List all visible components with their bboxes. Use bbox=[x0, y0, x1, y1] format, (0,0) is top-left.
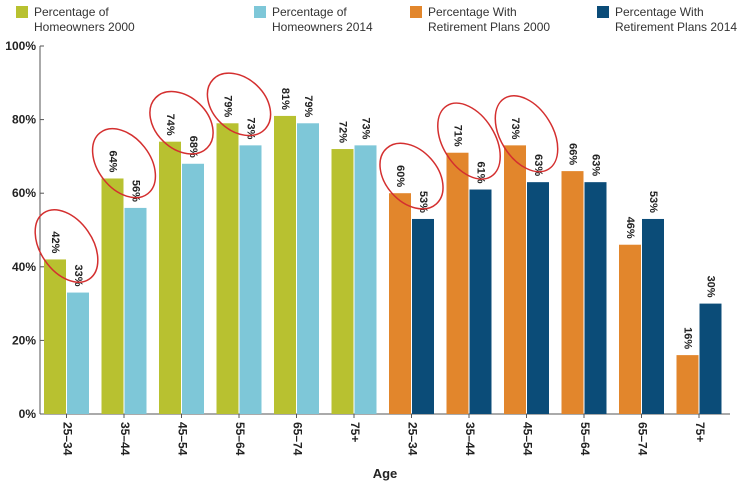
bar bbox=[584, 182, 607, 414]
bar bbox=[182, 163, 204, 414]
x-tick-label: 45–54 bbox=[520, 422, 534, 456]
bar bbox=[412, 218, 434, 414]
bar bbox=[101, 178, 124, 414]
x-tick-label: 75+ bbox=[348, 422, 362, 442]
bar bbox=[504, 145, 526, 415]
highlight-ellipse bbox=[149, 90, 214, 155]
highlight-ellipse bbox=[91, 128, 157, 199]
legend-label: Retirement Plans 2000 bbox=[428, 20, 550, 34]
y-tick-label: 100% bbox=[5, 39, 36, 53]
bar bbox=[389, 193, 411, 414]
value-label: 73% bbox=[509, 117, 521, 139]
value-label: 71% bbox=[452, 125, 464, 147]
value-label: 73% bbox=[245, 117, 257, 139]
legend-swatch bbox=[410, 6, 422, 18]
bar bbox=[642, 218, 664, 414]
value-label: 16% bbox=[682, 327, 694, 349]
bar bbox=[699, 303, 722, 414]
bar bbox=[67, 292, 89, 414]
legend-swatch bbox=[597, 6, 609, 18]
legend-label: Percentage With bbox=[615, 5, 704, 19]
legend-swatch bbox=[16, 6, 28, 18]
y-tick-label: 0% bbox=[19, 407, 37, 421]
legend-label: Percentage of bbox=[272, 5, 347, 19]
y-tick-label: 40% bbox=[12, 260, 36, 274]
bar bbox=[676, 355, 699, 414]
value-label: 53% bbox=[647, 191, 659, 213]
value-label: 61% bbox=[475, 161, 487, 183]
bar bbox=[619, 244, 641, 414]
x-tick-label: 55–64 bbox=[233, 422, 247, 456]
value-label: 56% bbox=[130, 180, 142, 202]
bar bbox=[239, 145, 262, 415]
legend-label: Retirement Plans 2014 bbox=[615, 20, 737, 34]
legend-label: Homeowners 2000 bbox=[34, 20, 135, 34]
legend-label: Percentage With bbox=[428, 5, 517, 19]
bar bbox=[274, 115, 296, 415]
value-label: 60% bbox=[394, 165, 406, 187]
value-label: 72% bbox=[337, 121, 349, 143]
highlight-ellipse bbox=[206, 72, 272, 137]
value-label: 74% bbox=[164, 114, 176, 136]
y-tick-label: 60% bbox=[12, 186, 36, 200]
x-tick-label: 35–44 bbox=[118, 422, 132, 456]
value-label: 63% bbox=[532, 154, 544, 176]
bar bbox=[446, 152, 469, 414]
bar bbox=[44, 259, 66, 414]
bar bbox=[159, 141, 181, 414]
value-label: 73% bbox=[360, 117, 372, 139]
bar bbox=[354, 145, 377, 415]
value-label: 42% bbox=[49, 231, 61, 253]
value-label: 30% bbox=[705, 276, 717, 298]
x-tick-label: 65–74 bbox=[290, 422, 304, 456]
bar bbox=[561, 171, 584, 414]
y-tick-label: 20% bbox=[12, 333, 36, 347]
value-label: 66% bbox=[567, 143, 579, 165]
legend-label: Percentage of bbox=[34, 5, 109, 19]
axes: 0% 20% 40% 60% 80% 100% 25–34 35–44 45–54 55–64 65… bbox=[5, 39, 730, 456]
highlight-ellipse bbox=[379, 142, 444, 210]
bar bbox=[297, 123, 319, 414]
x-tick-label: 45–54 bbox=[175, 422, 189, 456]
x-tick-label: 25–34 bbox=[405, 422, 419, 456]
highlight-ellipses bbox=[34, 72, 559, 283]
bars bbox=[44, 115, 722, 415]
value-label: 46% bbox=[624, 217, 636, 239]
value-label: 79% bbox=[302, 95, 314, 117]
value-label: 63% bbox=[590, 154, 602, 176]
bar bbox=[527, 182, 549, 414]
x-tick-label: 35–44 bbox=[463, 422, 477, 456]
value-label: 33% bbox=[72, 265, 84, 287]
bar bbox=[216, 123, 239, 414]
bar bbox=[124, 207, 147, 414]
legend-label: Homeowners 2014 bbox=[272, 20, 373, 34]
x-tick-label: 65–74 bbox=[635, 422, 649, 456]
bar bbox=[469, 189, 492, 414]
legend-swatch bbox=[254, 6, 266, 18]
x-tick-label: 25–34 bbox=[60, 422, 74, 456]
bar bbox=[331, 149, 354, 415]
value-labels: 42% 33% 64% 56% 74% 68% 79% 73% 81% 79% 72% 73% 60% 5… bbox=[49, 88, 717, 349]
value-label: 79% bbox=[222, 95, 234, 117]
y-tick-label: 80% bbox=[12, 113, 36, 127]
value-label: 81% bbox=[279, 88, 291, 110]
x-tick-label: 75+ bbox=[693, 422, 707, 442]
value-label: 68% bbox=[187, 136, 199, 158]
highlight-ellipse bbox=[437, 102, 501, 180]
value-label: 53% bbox=[417, 191, 429, 213]
x-axis-label: Age bbox=[373, 466, 398, 481]
highlight-ellipse bbox=[34, 209, 99, 283]
x-tick-label: 55–64 bbox=[578, 422, 592, 456]
highlight-ellipse bbox=[494, 95, 559, 173]
value-label: 64% bbox=[107, 150, 119, 172]
